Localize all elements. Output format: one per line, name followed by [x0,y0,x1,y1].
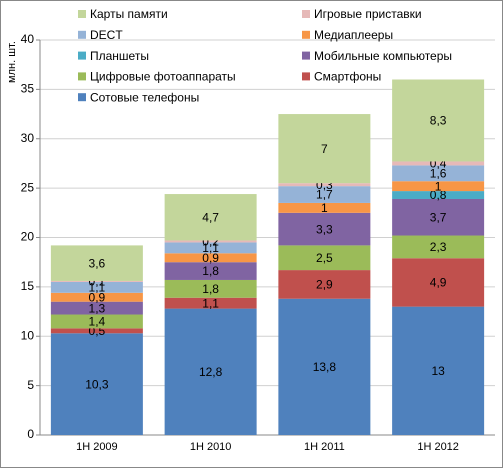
data-label: 13,8 [313,360,337,374]
bar-segment [164,297,257,309]
data-label: 3,3 [316,222,333,236]
bar-segment [278,245,371,271]
legend-label: Сотовые телефоны [90,90,199,104]
bar-segment [278,183,371,187]
bar-segment [50,245,143,281]
y-axis-label: млн. шт. [6,41,18,83]
legend-label: Карты памяти [90,7,168,21]
data-label: 1,3 [89,301,106,315]
bar-segment [392,198,485,236]
data-label: 1,8 [202,282,219,296]
legend-label: Медиаплееры [314,28,393,42]
bar-segment [50,328,143,334]
bar-segment [50,292,143,302]
data-label: 2,5 [316,251,333,265]
data-label: 1 [435,179,442,193]
y-tick-label: 25 [21,180,35,194]
legend-swatch [302,30,310,39]
data-label: 4,7 [202,210,219,224]
data-label: 3,6 [89,256,106,270]
y-tick-label: 40 [21,32,35,46]
data-label: 1,1 [202,296,219,310]
y-tick-label: 5 [27,378,34,392]
legend-label: Планшеты [90,49,149,63]
bar-segment [278,270,371,299]
data-label: 1,8 [202,264,219,278]
legend-label: Мобильные компьютеры [314,49,452,63]
bar-segment [392,161,485,166]
bar-segment [392,191,485,199]
y-tick-label: 0 [27,427,34,441]
data-label: 10,3 [85,377,109,391]
bar-segment [164,308,257,435]
bar-segment [392,79,485,162]
data-label: 1,1 [89,281,106,295]
legend-label: Смартфоны [314,70,381,84]
bar-segment [278,202,371,213]
y-tick-label: 15 [21,279,35,293]
bar-segment [164,262,257,280]
bar-segment [392,235,485,259]
bar-segment [392,181,485,192]
legend-swatch [78,51,86,60]
bar-segment [50,314,143,329]
bar-segment [50,333,143,435]
data-label: 1,6 [430,166,447,180]
bar-segment [392,258,485,307]
bar-segment [164,194,257,241]
bar-segment [392,165,485,182]
x-tick-label: 1H 2009 [76,441,118,453]
x-tick-label: 1H 2011 [304,441,345,453]
legend-swatch [78,10,86,18]
bar-segment [50,301,143,315]
data-label: 8,3 [430,114,447,128]
bar-segment [164,279,257,298]
y-tick-label: 20 [21,230,35,244]
legend-swatch [302,72,310,81]
bar-segment [164,253,257,263]
data-label: 3,7 [430,210,447,224]
bar-segment [164,240,257,243]
data-label: 1,1 [202,241,219,255]
data-label: 7 [321,142,328,156]
legend-label: Цифровые фотоаппараты [90,70,236,84]
data-label: 0,8 [430,188,447,202]
x-tick-label: 1H 2010 [190,441,232,453]
legend-swatch [78,93,86,102]
x-tick-label: 1H 2012 [417,441,459,453]
data-label: 12,8 [199,365,223,379]
legend-label: Игровые приставки [314,7,422,21]
data-label: 1,4 [89,315,106,329]
data-label: 1 [321,201,328,215]
data-label: 2,9 [316,278,333,292]
bar-segment [164,242,257,254]
bar-segment [278,114,371,184]
bar-segment [278,298,371,435]
data-label: 4,9 [430,276,447,290]
bar-segment [278,186,371,203]
legend-swatch [302,10,310,18]
bar-segment [392,306,485,435]
data-label: 13 [431,364,445,378]
legend-swatch [78,30,86,39]
y-tick-label: 10 [21,328,35,342]
legend-swatch [78,72,86,81]
bar-segment [50,281,143,293]
data-label: 1,7 [316,188,333,202]
data-label: 0,9 [89,290,106,304]
legend-swatch [302,51,310,60]
data-label: 0,9 [202,251,219,265]
y-tick-label: 30 [21,131,35,145]
legend-label: DECT [90,28,123,42]
data-label: 2,3 [430,240,447,254]
bar-segment [50,280,143,282]
y-tick-label: 35 [21,82,35,96]
bar-segment [278,212,371,246]
